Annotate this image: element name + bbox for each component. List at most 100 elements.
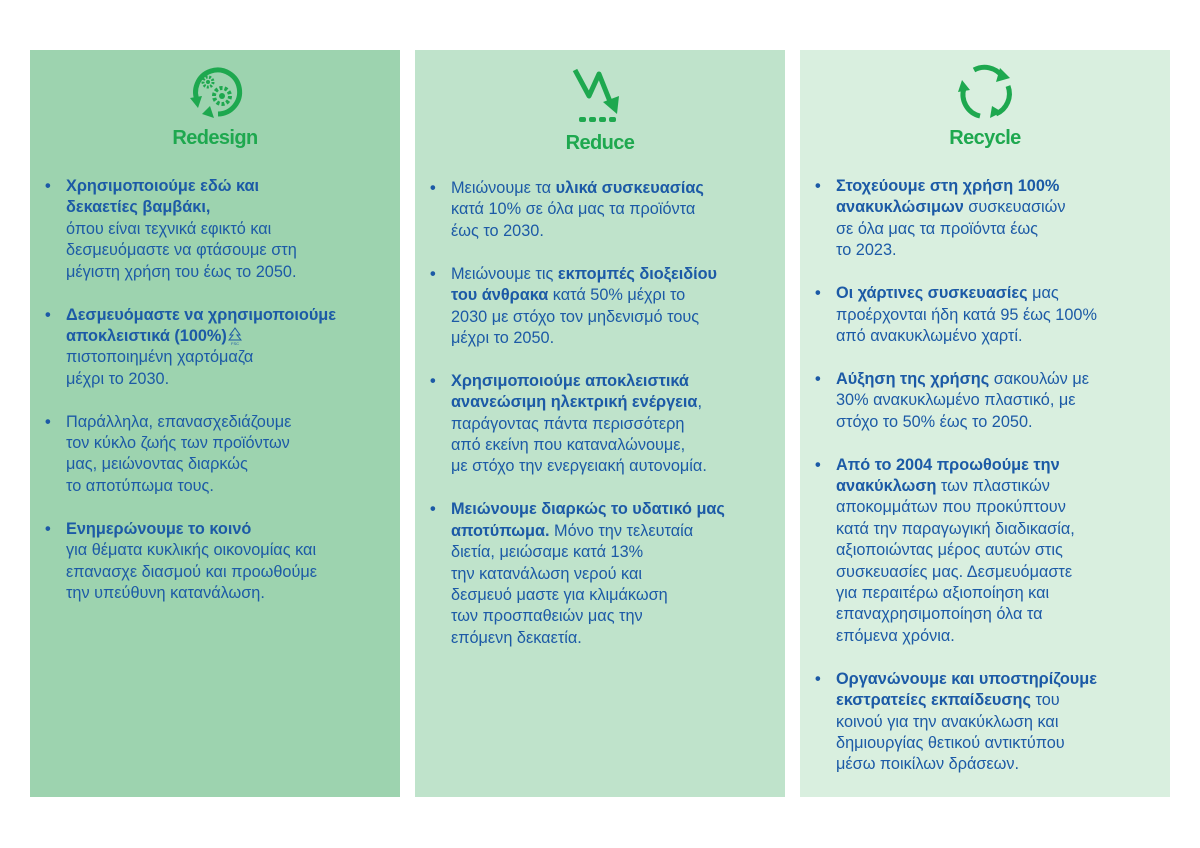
bullet-dot: •: [430, 179, 436, 197]
text-line: αποκλειστικά (100%) FSC: [66, 326, 392, 347]
body-text: για θέματα κυκλικής οικονομίας και: [66, 541, 317, 560]
body-text: αξιοποιώντας μέρος αυτών στις: [836, 541, 1063, 560]
body-text: του: [1030, 691, 1060, 710]
bullet-dot: •: [45, 177, 51, 195]
body-text: δημιουργίας θετικού αντικτύπου: [836, 733, 1065, 752]
panel-title: Redesign: [172, 127, 258, 149]
bullet-item: • Από το 2004 προωθούμε την ανακύκλωση των…: [815, 455, 1162, 648]
text-line: Οργανώνουμε και υποστηρίζουμε: [836, 669, 1162, 690]
body-text: κοινού για την ανακύκλωση και: [836, 712, 1059, 731]
body-text: Παράλληλα, επανασχεδιάζουμε: [66, 412, 292, 431]
bold-text: Οι χάρτινες συσκευασίες: [836, 284, 1028, 303]
text-line: κοινού για την ανακύκλωση και: [836, 712, 1162, 733]
bold-text: ανανεώσιμη ηλεκτρική ενέργεια: [451, 393, 698, 412]
text-line: δεσμευό μαστε για κλιμάκωση: [451, 585, 777, 606]
body-text: 2030 με στόχο τον μηδενισμό τους: [451, 307, 700, 326]
bold-text: Στοχεύουμε στη χρήση 100%: [836, 177, 1060, 195]
bold-text: Χρησιμοποιούμε εδώ και: [66, 177, 260, 195]
body-text: Μειώνουμε τις: [451, 264, 558, 283]
bullet-item: • Οι χάρτινες συσκευασίες μας προέρχονται …: [815, 283, 1162, 347]
downward-trend-arrow-icon: [572, 68, 619, 122]
text-line: Παράλληλα, επανασχεδιάζουμε: [66, 412, 392, 433]
body-text: μέχρι το 2030.: [66, 369, 170, 388]
body-text: πιστοποιημένη χαρτόμαζα: [66, 348, 254, 367]
body-text: συσκευασιών: [963, 198, 1066, 217]
body-text: από εκείνη που καταναλώνουμε,: [451, 436, 686, 455]
body-text: το 2023.: [836, 241, 897, 260]
text-line: αποτύπωμα. Μόνο την τελευταία: [451, 521, 777, 542]
bold-text: δεκαετίες βαμβάκι,: [66, 198, 211, 217]
text-line: από ανακυκλωμένο χαρτί.: [836, 326, 1162, 347]
text-line: στόχο το 50% έως το 2050.: [836, 412, 1162, 433]
bullet-dot: •: [815, 177, 821, 195]
body-text: από ανακυκλωμένο χαρτί.: [836, 326, 1023, 345]
body-text: Μόνο την τελευταία: [549, 521, 694, 540]
panel-title: Reduce: [565, 132, 635, 154]
body-text: μέχρι το 2050.: [451, 328, 555, 347]
bold-text: του άνθρακα: [451, 286, 549, 305]
panel-redesign: Redesign • Χρησιμοποιούμε εδώ και δεκαετίε…: [30, 50, 400, 797]
bullet-dot: •: [45, 305, 51, 324]
body-text: επόμενα χρόνια.: [836, 626, 955, 645]
text-line: επαναχρησιμοποίηση όλα τα: [836, 604, 1162, 625]
text-line: δεκαετίες βαμβάκι,: [66, 197, 392, 218]
body-text: προέρχονται ήδη κατά 95 έως 100%: [836, 305, 1097, 324]
bold-text: αποκλειστικά (100%): [66, 326, 227, 345]
text-line: κατά 10% σε όλα μας τα προϊόντα: [451, 199, 777, 220]
body-text: επόμενη δεκαετία.: [451, 628, 582, 647]
svg-text:FSC: FSC: [231, 341, 239, 346]
text-line: Χρησιμοποιούμε εδώ και: [66, 176, 392, 197]
text-line: διετία, μειώσαμε κατά 13%: [451, 542, 777, 563]
text-line: Μειώνουμε διαρκώς το υδατικό μας: [451, 499, 777, 520]
body-text: συσκευασίες μας. Δεσμευόμαστε: [836, 562, 1073, 581]
text-line: Στοχεύουμε στη χρήση 100%: [836, 176, 1162, 197]
body-text: κατά 10% σε όλα μας τα προϊόντα: [451, 200, 696, 219]
body-text: δεσμευόμαστε να φτάσουμε στη: [66, 241, 297, 260]
text-line: μέχρι το 2030.: [66, 369, 392, 390]
text-line: Δεσμευόμαστε να χρησιμοποιούμε: [66, 305, 392, 326]
bullet-item: • Δεσμευόμαστε να χρησιμοποιούμε αποκλειστ…: [45, 305, 392, 391]
text-line: όπου είναι τεχνικά εφικτό και: [66, 219, 392, 240]
body-text: Μειώνουμε τα: [451, 179, 556, 197]
text-line: έως το 2030.: [451, 221, 777, 242]
text-line: επανασχε διασμού και προωθούμε: [66, 562, 392, 583]
bullet-list: • Μειώνουμε τα υλικά συσκευασίας κατά 10% …: [430, 178, 777, 671]
text-line: πιστοποιημένη χαρτόμαζα: [66, 347, 392, 368]
text-line: του άνθρακα κατά 50% μέχρι το: [451, 285, 777, 306]
bullet-item: • Ενημερώνουμε το κοινό για θέματα κυκλική…: [45, 519, 392, 605]
body-text: σακουλών με: [989, 369, 1089, 388]
gears-cycle-icon: [190, 67, 243, 118]
text-line: μέχρι το 2050.: [451, 328, 777, 349]
text-line: δεσμευόμαστε να φτάσουμε στη: [66, 240, 392, 261]
bold-text: Από το 2004 προωθούμε την: [836, 455, 1060, 474]
body-text: κατά την παραγωγική διαδικασία,: [836, 519, 1075, 538]
text-line: Ενημερώνουμε το κοινό: [66, 519, 392, 540]
text-line: κατά την παραγωγική διαδικασία,: [836, 519, 1162, 540]
text-line: μέγιστη χρήση του έως το 2050.: [66, 262, 392, 283]
body-text: αποκομμάτων που προκύπτουν: [836, 498, 1066, 517]
body-text: όπου είναι τεχνικά εφικτό και: [66, 219, 272, 238]
body-text: δεσμευό μαστε για κλιμάκωση: [451, 586, 668, 604]
bold-text: Οργανώνουμε και υποστηρίζουμε: [836, 669, 1097, 688]
text-line: το 2023.: [836, 240, 1162, 261]
text-line: αποκομμάτων που προκύπτουν: [836, 497, 1162, 518]
text-line: 30% ανακυκλωμένο πλαστικό, με: [836, 390, 1162, 411]
body-text: των προσπαθειών μας την: [451, 607, 643, 626]
body-text: 30% ανακυκλωμένο πλαστικό, με: [836, 391, 1076, 410]
text-line: Μειώνουμε τα υλικά συσκευασίας: [451, 178, 777, 199]
text-line: επόμενη δεκαετία.: [451, 628, 777, 649]
text-line: για περαιτέρω αξιοποίηση και: [836, 583, 1162, 604]
body-text: μας: [1027, 284, 1059, 303]
bold-text: Αύξηση της χρήσης: [836, 369, 990, 388]
body-text: στόχο το 50% έως το 2050.: [836, 412, 1033, 431]
text-line: από εκείνη που καταναλώνουμε,: [451, 435, 777, 456]
bold-text: εκστρατείες εκπαίδευσης: [836, 691, 1031, 710]
bullet-item: • Μειώνουμε διαρκώς το υδατικό μας αποτύπω…: [430, 499, 777, 649]
text-line: προέρχονται ήδη κατά 95 έως 100%: [836, 305, 1162, 326]
bold-text: αποτύπωμα.: [451, 521, 550, 540]
text-line: ανανεώσιμη ηλεκτρική ενέργεια,: [451, 392, 777, 413]
body-text: μας, μειώνοντας διαρκώς: [66, 455, 248, 474]
text-line: Χρησιμοποιούμε αποκλειστικά: [451, 371, 777, 392]
body-text: για περαιτέρω αξιοποίηση και: [836, 584, 1050, 602]
body-text: μέγιστη χρήση του έως το 2050.: [66, 262, 297, 281]
